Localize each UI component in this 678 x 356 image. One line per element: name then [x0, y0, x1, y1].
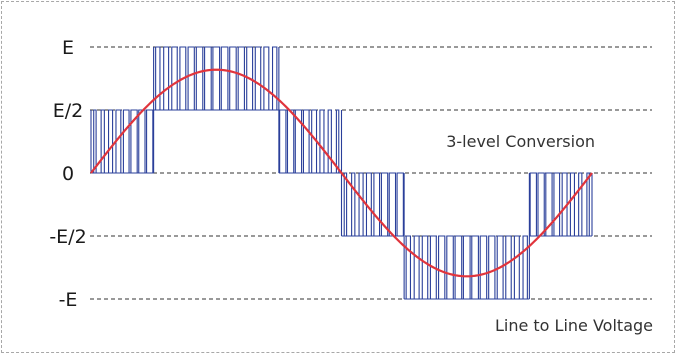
y-axis-labels: E E/2 0 -E/2 -E [49, 37, 86, 311]
chart-subtitle: Line to Line Voltage [495, 316, 653, 335]
pwm-segment-2 [278, 109, 343, 174]
chart-title: 3-level Conversion [446, 132, 595, 151]
y-tick-label: -E [59, 289, 78, 311]
pwm-segment-1 [153, 46, 280, 111]
pwm-segment-3 [340, 172, 405, 237]
pwm-segment-5 [528, 172, 593, 237]
sine-curve [90, 68, 593, 278]
y-tick-label: -E/2 [49, 226, 86, 248]
pwm-segment-0 [90, 109, 155, 174]
pwm-segment-4 [403, 235, 530, 300]
y-tick-label: E/2 [53, 100, 84, 122]
y-tick-label: E [62, 37, 74, 59]
y-tick-label: 0 [62, 163, 74, 185]
